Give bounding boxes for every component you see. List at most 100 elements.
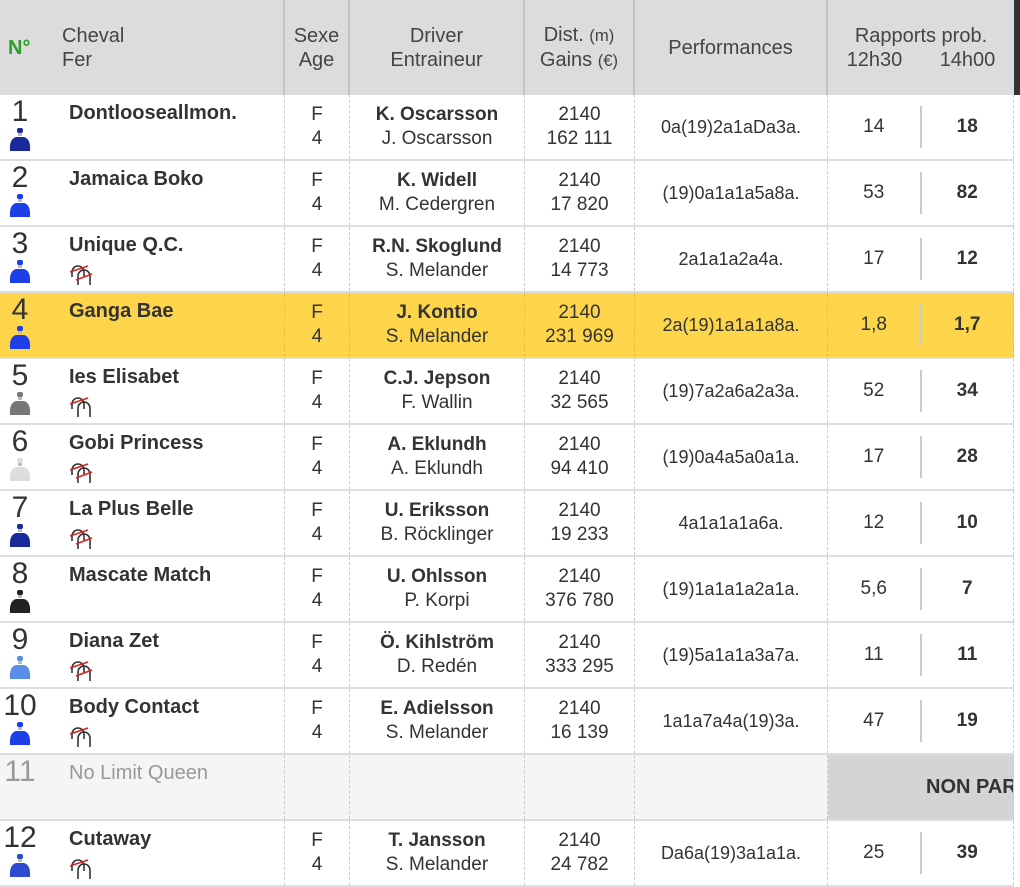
jockey-silks-icon (9, 128, 31, 151)
header-age-label: Age (298, 48, 335, 71)
trainer-name[interactable]: M. Cedergren (378, 194, 496, 215)
horse-name[interactable]: Ganga Bae (69, 300, 174, 322)
header-cheval[interactable]: Cheval Fer (62, 0, 285, 95)
performances-cell: 0a(19)2a1aDa3a. (635, 95, 828, 159)
table-row[interactable]: 9 Diana Zet F 4 Ö. Kihlström D. Redén 2140 333 … (0, 623, 1014, 689)
age: 4 (311, 524, 323, 545)
horse-number-cell: 5 (0, 359, 62, 423)
horse-name[interactable]: No Limit Queen (69, 762, 208, 784)
driver-cell: J. Kontio S. Melander (350, 293, 525, 357)
performances: (19)1a1a1a2a1a. (662, 579, 800, 599)
table-row[interactable]: 10 Body Contact F 4 E. Adielsson S. Melander 2… (0, 689, 1014, 755)
horse-name[interactable]: Dontlooseallmon. (69, 102, 237, 124)
odds-1400: 18 (956, 116, 978, 137)
table-row[interactable]: 6 Gobi Princess F 4 A. Eklundh A. Eklundh 2140… (0, 425, 1014, 491)
jockey-silks-icon (9, 458, 31, 481)
gains: 231 969 (545, 326, 614, 347)
horse-name[interactable]: Unique Q.C. (69, 234, 184, 256)
odds-1400: 39 (956, 842, 978, 863)
trainer-name[interactable]: F. Wallin (401, 392, 473, 413)
performances-cell: (19)0a4a5a0a1a. (635, 425, 828, 489)
driver-name[interactable]: U. Ohlsson (386, 566, 488, 587)
empty-cell (285, 755, 350, 819)
trainer-name[interactable]: D. Redén (396, 656, 478, 677)
driver-name[interactable]: U. Eriksson (384, 500, 490, 521)
trainer-name[interactable]: S. Melander (385, 722, 489, 743)
odds-1230: 52 (863, 380, 885, 401)
driver-name[interactable]: T. Jansson (388, 830, 486, 851)
jockey-silks-icon (9, 854, 31, 877)
trainer-name[interactable]: B. Röcklinger (380, 524, 494, 545)
odds-cell: 12 10 (828, 491, 1014, 555)
trainer-name[interactable]: S. Melander (385, 326, 489, 347)
driver-name[interactable]: E. Adielsson (380, 698, 494, 719)
driver-name[interactable]: K. Oscarsson (375, 104, 499, 125)
driver-name[interactable]: R.N. Skoglund (372, 236, 502, 257)
jockey-silks-icon (9, 194, 31, 217)
horse-name[interactable]: Body Contact (69, 696, 199, 718)
driver-name[interactable]: A. Eklundh (387, 434, 487, 455)
header-sexe-label: Sexe (293, 24, 340, 47)
table-row[interactable]: 3 Unique Q.C. F 4 R.N. Skoglund S. Melander 21… (0, 227, 1014, 293)
horse-name[interactable]: Gobi Princess (69, 432, 204, 454)
horse-number-cell: 9 (0, 623, 62, 687)
horse-name[interactable]: Ies Elisabet (69, 366, 180, 388)
odds-cell: 17 12 (828, 227, 1014, 291)
header-time-1: 12h30 (846, 48, 903, 71)
horseshoe-icon (69, 265, 93, 285)
horse-number-cell: 2 (0, 161, 62, 225)
table-row[interactable]: 8 Mascate Match F 4 U. Ohlsson P. Korpi 2140 37… (0, 557, 1014, 623)
trainer-name[interactable]: J. Oscarsson (381, 128, 493, 149)
performances-cell: 1a1a7a4a(19)3a. (635, 689, 828, 753)
dist-gains-cell: 2140 14 773 (525, 227, 635, 291)
table-row[interactable]: 11 No Limit Queen NON PARTANT (0, 755, 1014, 821)
gains: 14 773 (550, 260, 609, 281)
performances: 0a(19)2a1aDa3a. (660, 117, 802, 137)
trainer-name[interactable]: A. Eklundh (391, 458, 483, 479)
table-row[interactable]: 12 Cutaway F 4 T. Jansson S. Melander 2140 24 7… (0, 821, 1014, 887)
table-row[interactable]: 7 La Plus Belle F 4 U. Eriksson B. Röcklinger… (0, 491, 1014, 557)
odds-cell: 47 19 (828, 689, 1014, 753)
horse-name[interactable]: Diana Zet (69, 630, 160, 652)
dist-gains-cell: 2140 162 111 (525, 95, 635, 159)
header-rapports[interactable]: Rapports prob. 12h30 14h00 (828, 0, 1014, 95)
trainer-name[interactable]: S. Melander (385, 854, 489, 875)
empty-cell (635, 755, 828, 819)
table-row[interactable]: 2 Jamaica Boko F 4 K. Widell M. Cedergren 2140… (0, 161, 1014, 227)
trainer-name[interactable]: P. Korpi (404, 590, 470, 611)
horseshoe-icon (69, 463, 93, 483)
horse-name[interactable]: Cutaway (69, 828, 152, 850)
header-performances[interactable]: Performances (635, 0, 828, 95)
horse-cell: Jamaica Boko (62, 161, 285, 225)
odds-cell: 53 82 (828, 161, 1014, 225)
driver-name[interactable]: Ö. Kihlström (379, 632, 494, 653)
table-row[interactable]: 4 Ganga Bae F 4 J. Kontio S. Melander 2140 231 … (0, 293, 1014, 359)
odds-cell: 25 39 (828, 821, 1014, 885)
table-row[interactable]: 1 Dontlooseallmon. F 4 K. Oscarsson J. Oscars… (0, 95, 1014, 161)
odds-1230: 1,8 (860, 314, 887, 335)
sexe: F (311, 302, 323, 323)
horse-number-cell: 8 (0, 557, 62, 621)
horse-number: 5 (11, 359, 29, 392)
driver-name[interactable]: J. Kontio (396, 302, 478, 323)
driver-cell: Ö. Kihlström D. Redén (350, 623, 525, 687)
odds-1230: 5,6 (860, 578, 887, 599)
horse-name[interactable]: Jamaica Boko (69, 168, 204, 190)
trainer-name[interactable]: S. Melander (385, 260, 489, 281)
distance: 2140 (558, 698, 601, 719)
horse-number-cell: 3 (0, 227, 62, 291)
driver-name[interactable]: C.J. Jepson (383, 368, 491, 389)
jockey-silks-icon (9, 590, 31, 613)
odds-1400: 7 (961, 578, 973, 599)
header-sexe[interactable]: Sexe Age (285, 0, 350, 95)
horse-name[interactable]: Mascate Match (69, 564, 212, 586)
table-row[interactable]: 5 Ies Elisabet F 4 C.J. Jepson F. Wallin 2140 3… (0, 359, 1014, 425)
scrollbar[interactable] (1014, 0, 1020, 95)
sexe: F (311, 500, 323, 521)
driver-name[interactable]: K. Widell (396, 170, 478, 191)
horse-name[interactable]: La Plus Belle (69, 498, 194, 520)
header-driver[interactable]: Driver Entraineur (350, 0, 525, 95)
header-num[interactable]: N° (0, 0, 62, 95)
driver-cell: K. Oscarsson J. Oscarsson (350, 95, 525, 159)
header-dist[interactable]: Dist. (m) Gains (€) (525, 0, 635, 95)
